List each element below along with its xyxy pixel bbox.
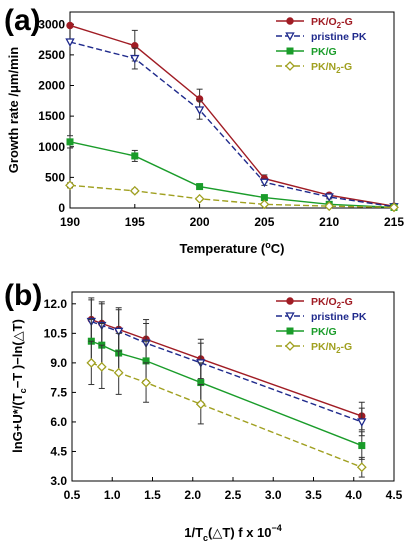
panel-b-x-tick-label: 2.0 (184, 488, 201, 502)
panel-b-x-tick-label: 4.0 (345, 488, 362, 502)
panel-a-data-point (259, 199, 270, 210)
panel-b-legend-label: PK/N2-G (311, 341, 352, 355)
panel-b-legend-label: PK/O2-G (311, 296, 353, 310)
panel-b-legend-entry: PK/N2-G (276, 341, 352, 355)
panel-b-legend-marker (285, 312, 295, 321)
panel-b: (b) 0.5 1.0 1.5 2.0 2.5 3.0 3.5 4.0 4.5 3.0 4.5 6.0… (4, 279, 403, 543)
panel-a-data-point (66, 138, 74, 146)
panel-b-x-tick-label: 0.5 (64, 488, 81, 502)
panel-b-x-axis-title: 1/Tc(△T) f x 10−4 (184, 523, 282, 543)
panel-b-data-point (356, 462, 367, 473)
panel-a-data-point (65, 180, 75, 191)
panel-b-x-tick-label: 4.5 (386, 488, 403, 502)
panel-a-x-axis-title: Temperature (oC) (180, 240, 285, 256)
panel-b-series-line (91, 340, 363, 447)
panel-b-legend-label: PK/G (311, 326, 337, 338)
panel-a-legend-marker (286, 17, 294, 25)
panel-a-data-point (324, 193, 334, 202)
panel-a-y-tick-label: 1000 (38, 140, 65, 154)
panel-a-data-point (130, 54, 140, 64)
panel-b-label: (b) (4, 279, 42, 312)
panel-a-legend-entry: PK/G (276, 46, 337, 58)
panel-b-x-tick-label: 1.5 (144, 488, 161, 502)
panel-b-legend-label: pristine PK (311, 311, 367, 323)
panel-a-plot-frame (69, 11, 395, 209)
panel-b-series-4 (86, 340, 367, 478)
panel-a-legend-marker (286, 47, 294, 55)
panel-b-x-tick-label: 2.5 (225, 488, 242, 502)
panel-a-series-1 (66, 21, 398, 210)
panel-b-x-tick-label: 1.0 (104, 488, 121, 502)
panel-a-series-line (69, 141, 395, 209)
panel-b-series-line (91, 362, 363, 468)
panel-b-y-tick-label: 10.5 (44, 326, 68, 340)
panel-b-data-point (195, 399, 206, 410)
panel-a-x-tick-label: 205 (254, 215, 274, 229)
panel-b-data-point (96, 361, 107, 372)
panel-a-data-point (389, 202, 399, 213)
panel-b-legend-entry: pristine PK (276, 311, 367, 323)
panel-b-legend-marker (286, 327, 294, 335)
panel-a-data-point (324, 201, 335, 212)
panel-a-x-tick-label: 190 (60, 215, 80, 229)
panel-a-legend-entry: PK/O2-G (276, 16, 353, 30)
panel-a-data-point (196, 183, 204, 191)
panel-b-data-point (357, 418, 367, 427)
panel-b-y-tick-label: 4.5 (50, 444, 67, 458)
panel-b-y-tick-label: 6.0 (50, 415, 67, 429)
panel-b-data-point (86, 357, 97, 368)
panel-b-x-tick-label: 3.5 (305, 488, 322, 502)
panel-a-y-axis-title: Growth rate /μm/min (6, 47, 21, 173)
panel-a-series-line (69, 184, 395, 209)
panel-a-legend-label: PK/O2-G (311, 16, 353, 30)
panel-b-y-tick-label: 9.0 (50, 356, 67, 370)
panel-a-series-4 (65, 180, 399, 213)
panel-a-data-point (259, 178, 270, 188)
panel-b-x-tick-label: 3.0 (265, 488, 282, 502)
panel-a-legend-label: PK/G (311, 46, 337, 58)
panel-a-x-tick-label: 195 (125, 215, 145, 229)
panel-a-y-tick-label: 1500 (38, 109, 65, 123)
panel-b-data-point (113, 367, 124, 378)
panel-b-legend-marker (286, 297, 294, 305)
panel-a-y-tick-label: 2000 (38, 79, 65, 93)
panel-b-y-tick-label: 7.5 (50, 385, 67, 399)
panel-a-label: (a) (4, 4, 41, 37)
panel-a: (a) 190 195 200 205 210 215 0 500 1000 1500 2000 25… (4, 4, 404, 256)
panel-a-data-point (65, 38, 75, 47)
panel-a-legend-label: pristine PK (311, 31, 367, 43)
panel-b-y-axis-title: lnG+U*/(Tc−T )−ln(△T) (10, 319, 28, 453)
panel-b-legend-marker (285, 341, 295, 351)
panel-a-series-line (69, 41, 395, 208)
panel-b-data-point (141, 377, 151, 388)
panel-a-y-tick-label: 2500 (38, 48, 65, 62)
panel-b-y-tick-label: 3.0 (50, 474, 67, 488)
panel-a-data-point (131, 152, 139, 160)
panel-b-legend-entry: PK/G (276, 326, 337, 338)
panel-a-x-tick-label: 210 (319, 215, 339, 229)
panel-a-data-point (129, 185, 140, 196)
panel-b-y-tick-label: 12.0 (44, 297, 68, 311)
panel-a-legend-marker (285, 32, 295, 41)
panel-a-data-point (194, 106, 205, 115)
panel-a-legend-label: PK/N2-G (311, 61, 352, 75)
panel-b-data-point (113, 327, 124, 337)
panel-b-legend-entry: PK/O2-G (276, 296, 353, 310)
panel-a-data-point (66, 21, 74, 30)
panel-a-legend-entry: PK/N2-G (276, 61, 352, 75)
panel-a-data-point (194, 193, 205, 204)
panel-a-x-tick-label: 200 (190, 215, 210, 229)
panel-a-x-tick-label: 215 (384, 215, 404, 229)
panel-a-legend-marker (285, 61, 295, 71)
panel-a-series-line (69, 24, 395, 207)
panel-a-legend-entry: pristine PK (276, 31, 367, 43)
panel-a-y-tick-label: 3000 (38, 17, 65, 31)
panel-a-y-tick-label: 500 (45, 170, 65, 184)
panel-b-data-point (358, 442, 366, 450)
panel-a-y-tick-label: 0 (58, 201, 65, 215)
panel-a-series-2 (65, 38, 399, 212)
